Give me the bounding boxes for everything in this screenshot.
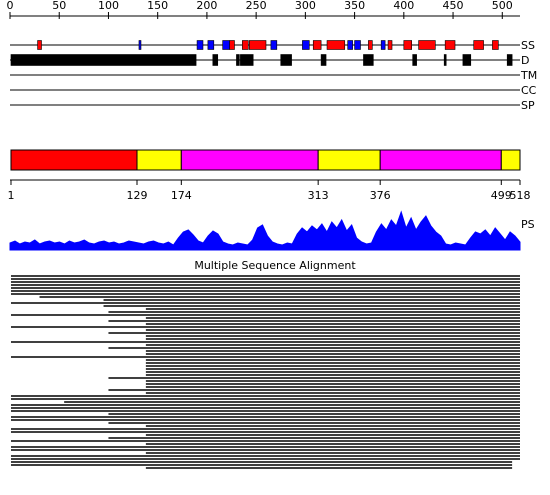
ruler-label: 450 — [443, 0, 464, 12]
ruler-label: 0 — [7, 0, 14, 12]
msa-title: Multiple Sequence Alignment — [194, 259, 356, 272]
domain-segment — [180, 149, 319, 171]
block — [412, 54, 417, 66]
ruler-label: 200 — [196, 0, 217, 12]
boundary-label: 499 — [491, 189, 512, 202]
track-label: TM — [520, 69, 537, 82]
boundary-label: 129 — [127, 189, 148, 202]
block — [212, 54, 219, 66]
helice — [473, 40, 484, 50]
helice — [418, 40, 436, 50]
domain-segment — [500, 149, 521, 171]
ruler-label: 400 — [393, 0, 414, 12]
helice — [387, 40, 393, 50]
ruler-label: 350 — [344, 0, 365, 12]
domain-segment — [10, 149, 138, 171]
track-label: SP — [521, 99, 535, 112]
ruler-label: 100 — [98, 0, 119, 12]
helice — [492, 40, 499, 50]
strand — [354, 40, 361, 50]
strand — [380, 40, 386, 50]
boundary-label: 376 — [370, 189, 391, 202]
block — [236, 54, 240, 66]
boundary-label: 174 — [171, 189, 192, 202]
helice — [37, 40, 42, 50]
ruler-label: 250 — [246, 0, 267, 12]
strand — [196, 40, 204, 50]
block — [462, 54, 472, 66]
strand — [347, 40, 353, 50]
domain-segment — [317, 149, 381, 171]
helice — [312, 40, 322, 50]
ps-profile — [9, 210, 521, 251]
block — [280, 54, 292, 66]
ps-label: PS — [521, 218, 535, 231]
helice — [444, 40, 456, 50]
strand — [207, 40, 215, 50]
block — [320, 54, 327, 66]
block — [363, 54, 374, 66]
strand — [302, 40, 310, 50]
track-label: CC — [521, 84, 537, 97]
ruler-label: 50 — [52, 0, 66, 12]
track-label: SS — [521, 39, 535, 52]
helice — [326, 40, 346, 50]
boundary-label: 313 — [308, 189, 329, 202]
helice — [242, 40, 249, 50]
block — [443, 54, 447, 66]
ruler-label: 150 — [147, 0, 168, 12]
ruler-label: 300 — [295, 0, 316, 12]
strand — [138, 40, 142, 50]
boundary-label: 518 — [510, 189, 531, 202]
helice — [248, 40, 267, 50]
domain-segment — [136, 149, 182, 171]
ruler-label: 500 — [492, 0, 513, 12]
domain-segment — [379, 149, 502, 171]
helice — [403, 40, 412, 50]
track-label: D — [521, 54, 529, 67]
helice — [229, 40, 235, 50]
helice — [368, 40, 373, 50]
strand — [222, 40, 230, 50]
block — [240, 54, 254, 66]
block — [506, 54, 513, 66]
boundary-label: 1 — [7, 189, 14, 202]
block — [10, 54, 197, 66]
strand — [270, 40, 278, 50]
